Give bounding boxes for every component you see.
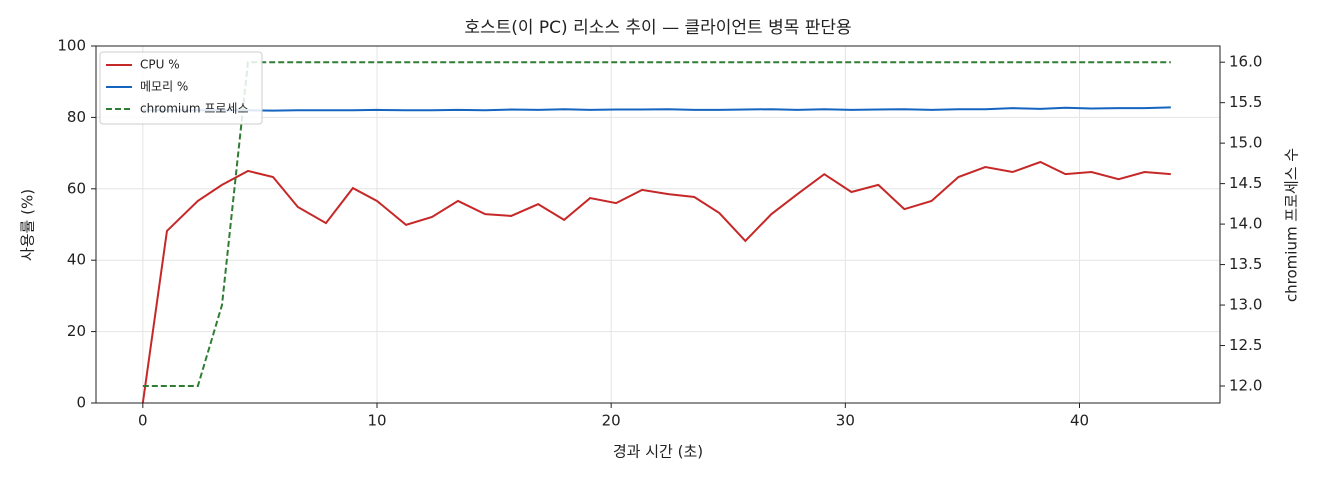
series-line [141,160,1171,404]
x-tick-label: 30 [836,412,855,430]
y2-tick-label: 12.5 [1229,336,1262,354]
legend-label: CPU % [140,58,180,72]
y-tick-label: 80 [67,108,86,126]
chart-title: 호스트(이 PC) 리소스 추이 — 클라이언트 병목 판단용 [464,18,851,38]
y2-tick-label: 12.0 [1229,377,1262,395]
y-tick-label: 0 [76,394,86,412]
plot-frame [95,45,1221,404]
legend-box [99,51,263,125]
series-line [142,61,1171,387]
x-tick-label: 20 [602,412,621,430]
x-tick-label: 40 [1070,412,1089,430]
y2-tick-label: 15.5 [1229,93,1262,111]
y-axis-label: 사용률 (%) [19,189,37,261]
x-tick-label: 10 [367,412,386,430]
y2-tick-label: 15.0 [1229,134,1262,152]
legend-label: 메모리 % [140,80,188,94]
y2-tick-label: 16.0 [1229,53,1262,71]
legend: CPU % 메모리 % chromium 프로세스 [99,51,263,125]
y-tick-label: 100 [57,37,86,55]
y2-tick-label: 13.0 [1229,296,1262,314]
y2-axis-label: chromium 프로세스 수 [1283,148,1301,302]
y2-tick-label: 14.5 [1229,174,1262,192]
legend-label: chromium 프로세스 [140,102,249,116]
y-tick-label: 40 [67,251,86,269]
x-axis-label: 경과 시간 (초) [613,443,703,461]
x-tick-label: 0 [138,412,148,430]
y2-tick-label: 13.5 [1229,255,1262,273]
y2-tick-label: 14.0 [1229,215,1262,233]
y-tick-label: 20 [67,322,86,340]
series-line [142,106,1171,112]
y-tick-label: 60 [67,179,86,197]
